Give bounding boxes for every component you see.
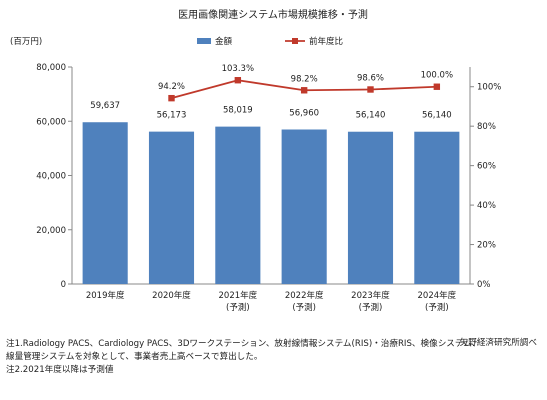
line-point [168,94,175,102]
x-tick-label: 2023年度 [351,290,390,301]
bar-value-label: 56,173 [157,111,187,121]
line-point [300,87,308,94]
line-segment [304,88,371,92]
right-tick-label: 0% [477,280,491,290]
left-tick-label: 0 [61,280,66,290]
bar-value-label: 58,019 [223,106,253,116]
chart: 医用画像関連システム市場規模推移・予測 (百万円) 金額 前年度比 0 20,000 40,… [10,8,501,313]
x-tick-label: 2021年度 [219,290,258,301]
left-tick-label: 40,000 [36,172,66,182]
x-tick-sublabel: (予測) [292,302,316,313]
left-tick-label: 60,000 [36,117,66,127]
legend-bar-swatch [197,38,211,44]
x-tick-label: 2022年度 [285,290,324,301]
line-value-label: 94.2% [158,82,185,92]
bar-value-label: 56,140 [422,111,452,121]
bar [148,131,195,284]
bar [215,126,261,284]
note-2: 注2.2021年度以降は予測値 [6,365,114,376]
right-tick-label: 100% [477,83,501,93]
y-axis-unit-label: (百万円) [10,37,42,47]
line-point [234,77,242,84]
bar-value-label: 59,637 [90,101,120,111]
x-tick-sublabel: (予測) [425,302,449,313]
line-segment [171,79,239,100]
source-note: 矢野経済研究所調べ [459,338,537,348]
legend-line-marker [292,38,298,44]
right-tick-label: 80% [477,122,496,132]
note-1-line-2: 線量管理システムを対象として、事業者売上高ベースで算出した。 [6,352,263,363]
bar [82,122,128,284]
right-tick-label: 20% [477,241,496,251]
left-tick-label: 80,000 [36,63,66,73]
right-tick-label: 60% [477,162,496,172]
line-value-label: 98.2% [291,74,318,84]
legend-line-label: 前年度比 [309,36,343,47]
line-segment [370,85,437,91]
x-tick-label: 2024年度 [418,290,457,301]
x-tick-sublabel: (予測) [226,302,250,313]
legend-bar-label: 金額 [215,36,233,47]
x-tick-sublabel: (予測) [359,302,383,313]
note-1-line-1: 注1.Radiology PACS、Cardiology PACS、3Dワークス… [6,339,481,349]
bar-value-label: 56,960 [289,108,319,118]
bar [281,129,327,284]
line-segment [237,79,305,92]
x-tick-label: 2020年度 [152,290,191,301]
bar [414,131,460,284]
right-tick-label: 40% [477,201,496,211]
chart-title: 医用画像関連システム市場規模推移・予測 [178,8,368,21]
bar-value-label: 56,140 [356,111,386,121]
left-tick-label: 20,000 [36,226,66,236]
line-value-label: 100.0% [421,71,453,81]
footer-notes: 注1.Radiology PACS、Cardiology PACS、3Dワークス… [6,338,542,378]
line-point [367,86,374,93]
line-value-label: 103.3% [222,64,254,74]
line-point [433,83,441,90]
line-value-label: 98.6% [357,73,384,83]
x-tick-label: 2019年度 [86,290,125,301]
bar [347,131,394,284]
